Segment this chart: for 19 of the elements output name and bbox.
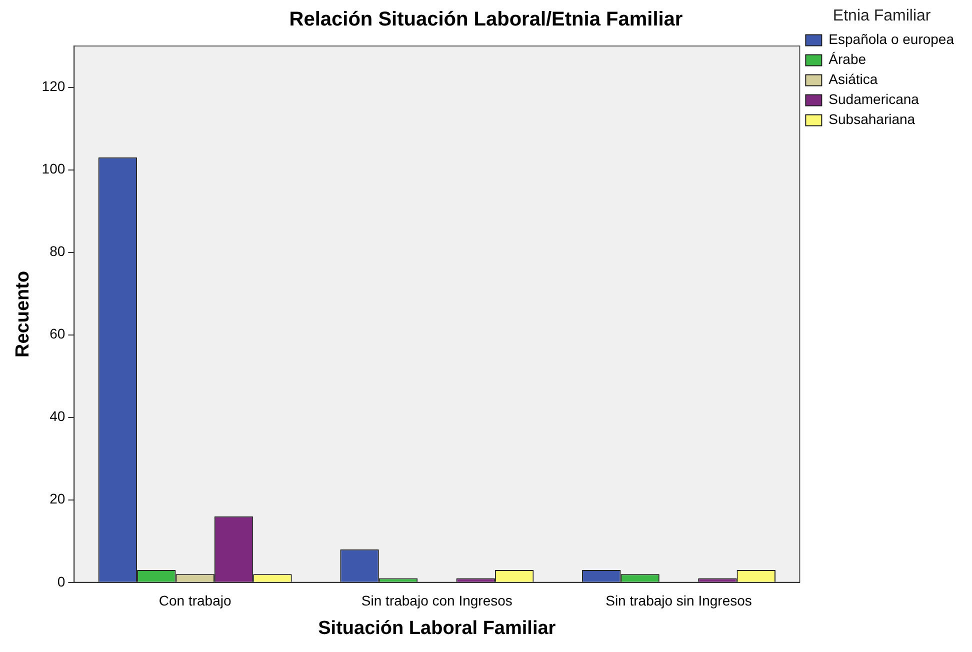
legend-label: Española o europea xyxy=(828,31,954,48)
legend-label: Subsahariana xyxy=(828,111,916,128)
x-tick-label: Sin trabajo sin Ingresos xyxy=(606,592,752,609)
y-axis-title: Recuento xyxy=(12,270,34,358)
y-tick-label: 20 xyxy=(50,490,66,507)
x-axis-title: Situación Laboral Familiar xyxy=(318,618,556,639)
y-tick-label: 80 xyxy=(50,243,66,260)
legend-label: Árabe xyxy=(828,51,866,68)
x-tick-label: Sin trabajo con Ingresos xyxy=(361,592,512,609)
y-tick-label: 120 xyxy=(42,78,66,94)
y-tick-label: 60 xyxy=(50,326,66,342)
legend-label: Asiática xyxy=(828,71,878,88)
y-tick-label: 0 xyxy=(57,573,66,590)
y-tick-label: 100 xyxy=(42,160,66,177)
legend-title: Etnia Familiar xyxy=(832,7,932,24)
chart-title: Relación Situación Laboral/Etnia Familiar xyxy=(289,8,683,31)
legend-label: Sudamericana xyxy=(828,91,920,108)
x-tick-label: Con trabajo xyxy=(158,592,232,609)
y-tick-label: 40 xyxy=(50,408,66,424)
